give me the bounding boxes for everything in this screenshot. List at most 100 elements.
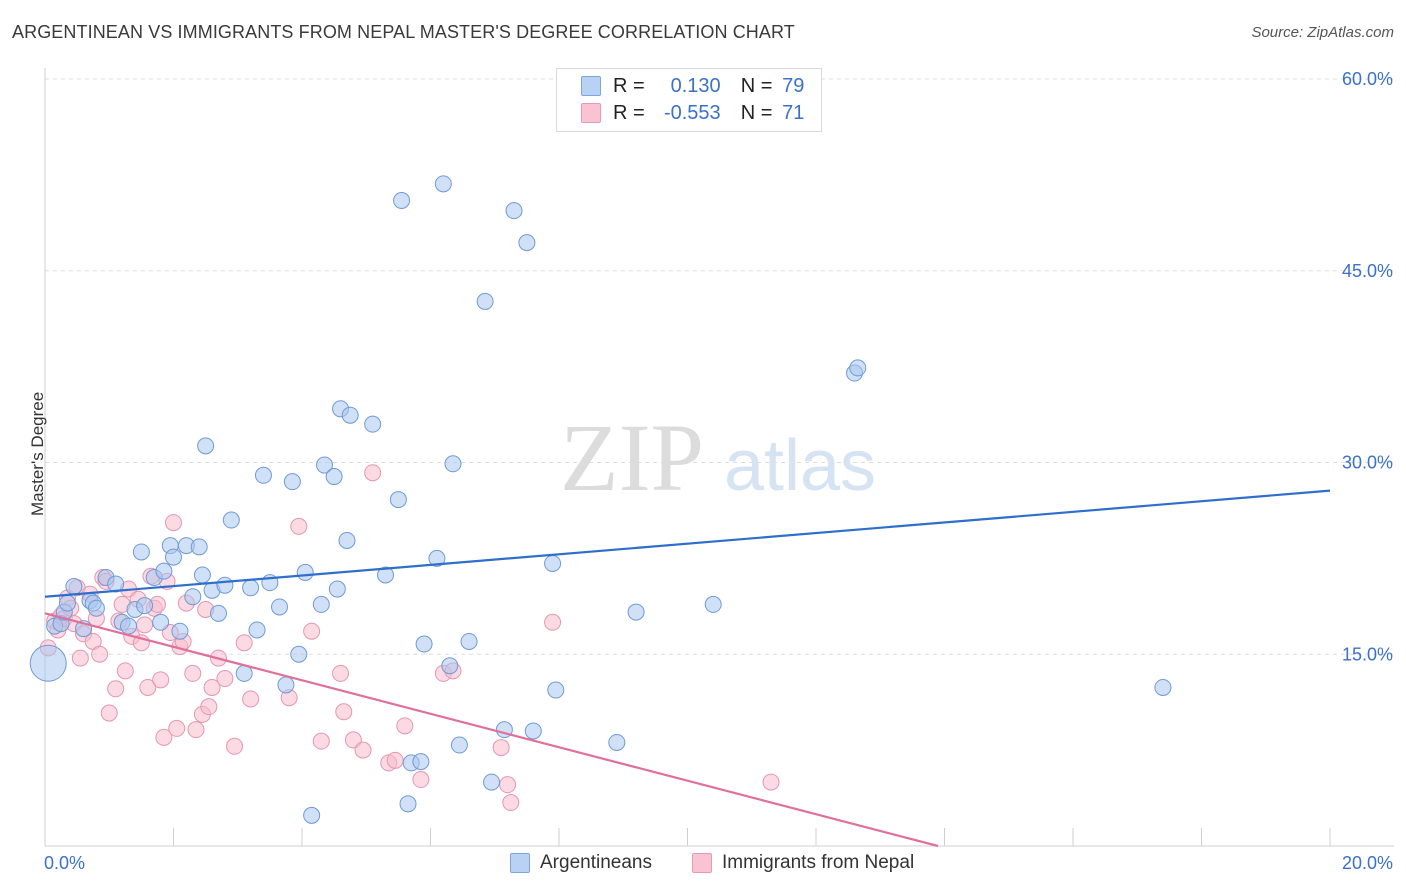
argentinean-point: [328, 580, 346, 598]
argentinean-point: [222, 511, 240, 529]
nepal-point: [544, 613, 562, 631]
series-legend: Argentineans Immigrants from Nepal: [0, 852, 1406, 878]
argentinean-point: [412, 753, 430, 771]
argentinean-point: [136, 597, 154, 615]
tick-labels: 15.0% 30.0% 45.0% 60.0% 0.0% 20.0%: [44, 69, 1393, 873]
nepal-trend-line: [44, 612, 939, 848]
argentinean-point: [58, 594, 76, 612]
argentinean-point: [254, 466, 272, 484]
argentinean-point: [132, 543, 150, 561]
legend-label: Immigrants from Nepal: [722, 852, 915, 873]
nepal-point: [335, 703, 353, 721]
argentinean-point: [65, 577, 83, 595]
y-tick-label: 15.0%: [1342, 644, 1393, 664]
nepal-point: [386, 751, 404, 769]
legend-row-argentineans: R = 0.130 N = 79: [581, 74, 804, 98]
nepal-point: [139, 678, 157, 696]
argentinean-point: [399, 795, 417, 813]
nepal-point: [165, 514, 182, 532]
n-value: 79: [782, 74, 805, 97]
y-axis-title: Master's Degree: [28, 391, 47, 516]
nepal-point: [364, 464, 382, 482]
nepal-point: [762, 773, 780, 791]
argentinean-point: [171, 622, 189, 640]
argentinean-point: [303, 806, 321, 824]
legend-label: Argentineans: [540, 852, 652, 873]
argentinean-point: [476, 292, 494, 310]
r-label: R =: [613, 74, 645, 97]
argentinean-point: [608, 733, 626, 751]
y-tick-label: 45.0%: [1342, 261, 1393, 281]
argentinean-point: [434, 175, 452, 193]
correlation-legend: R = 0.130 N = 79 R = -0.553 N = 71: [556, 68, 822, 132]
watermark-atlas: atlas: [724, 426, 876, 506]
legend-item-nepal[interactable]: Immigrants from Nepal: [692, 852, 914, 874]
gridlines: [45, 78, 1394, 655]
nepal-point: [71, 649, 89, 667]
nepal-point: [152, 671, 170, 689]
argentinean-point: [444, 455, 462, 473]
r-label: R =: [613, 101, 645, 124]
argentinean-point: [325, 468, 343, 486]
argentinean-point: [283, 473, 301, 491]
watermark-zip: ZIP: [560, 404, 704, 511]
argentinean-point: [364, 415, 382, 433]
argentinean-point: [271, 598, 289, 616]
argentinean-point: [155, 562, 173, 580]
nepal-point: [312, 732, 330, 750]
argentinean-point: [152, 613, 170, 631]
nepal-point: [412, 771, 430, 789]
nepal-point: [116, 662, 134, 680]
argentinean-point: [389, 491, 407, 509]
argentinean-point: [193, 566, 211, 584]
blue-swatch: [581, 76, 601, 96]
argentinean-point: [248, 621, 266, 639]
argentinean-point: [544, 554, 562, 572]
nepal-point: [136, 616, 154, 634]
y-tick-label: 60.0%: [1342, 69, 1393, 89]
nepal-point: [100, 704, 118, 722]
nepal-point: [184, 664, 202, 682]
nepal-point: [502, 794, 520, 812]
argentinean-point: [849, 359, 867, 377]
n-label: N =: [740, 101, 773, 124]
pink-swatch: [692, 853, 712, 873]
argentinean-point: [216, 576, 234, 594]
argentinean-point: [197, 437, 215, 455]
nepal-point: [168, 719, 186, 737]
argentinean-point: [441, 657, 459, 675]
argentinean-point: [547, 681, 565, 699]
argentinean-point: [338, 531, 356, 549]
n-value: 71: [782, 101, 805, 124]
argentinean-point: [518, 234, 536, 252]
argentinean-point: [184, 588, 202, 606]
nepal-point: [332, 664, 350, 682]
nepal-point: [396, 717, 414, 735]
argentinean-point: [393, 191, 411, 209]
argentinean-point: [450, 736, 468, 754]
argentinean-point: [704, 595, 722, 613]
axes: [44, 68, 1394, 847]
nepal-point: [187, 721, 205, 739]
nepal-point: [290, 517, 308, 535]
argentinean-point: [87, 599, 105, 617]
argentinean-point: [120, 617, 138, 635]
nepal-point: [91, 645, 109, 663]
r-value: -0.553: [663, 101, 721, 124]
nepal-point: [242, 690, 260, 708]
argentinean-point: [277, 676, 295, 694]
nepal-point: [492, 739, 510, 757]
argentinean-trend-line: [44, 489, 1331, 598]
argentinean-point: [505, 202, 523, 220]
argentinean-point: [483, 773, 501, 791]
argentinean-point: [29, 644, 67, 682]
nepal-point: [235, 634, 253, 652]
argentinean-point: [1154, 678, 1172, 696]
legend-row-nepal: R = -0.553 N = 71: [581, 101, 804, 125]
nepal-point: [354, 741, 372, 759]
argentinean-point: [415, 635, 433, 653]
blue-swatch: [510, 853, 530, 873]
legend-item-argentineans[interactable]: Argentineans: [510, 852, 652, 874]
source-credit: Source: ZipAtlas.com: [1251, 24, 1394, 41]
